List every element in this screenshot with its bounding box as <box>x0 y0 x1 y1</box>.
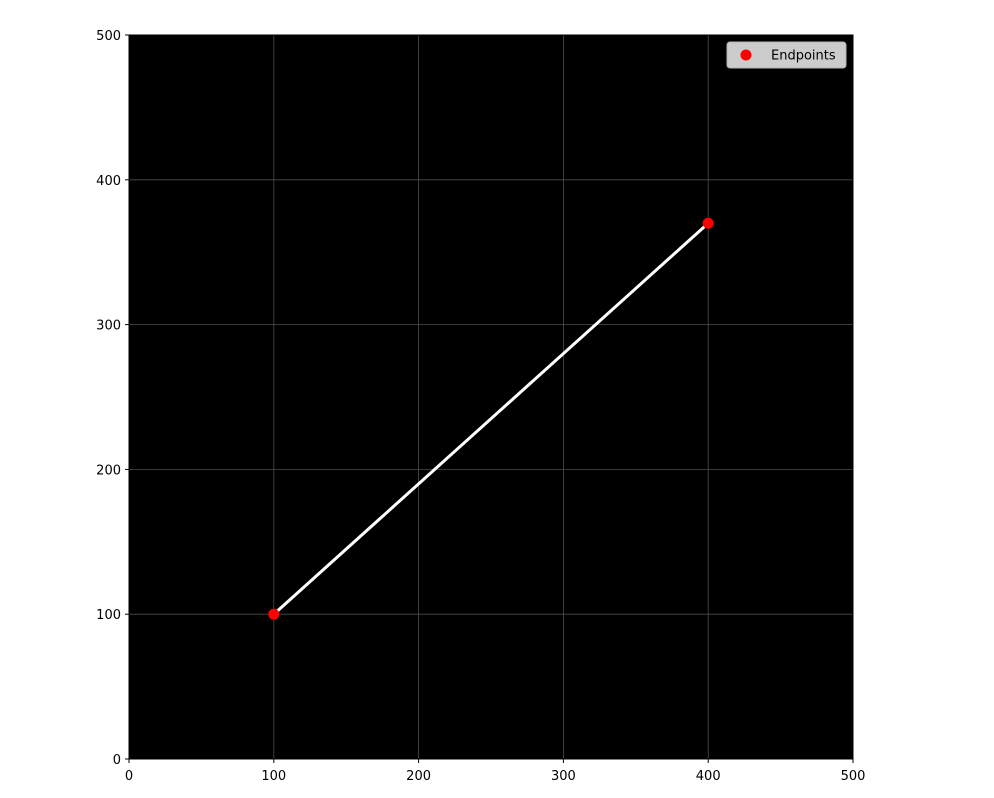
endpoint-marker-0 <box>268 608 280 620</box>
endpoint-marker-1 <box>702 217 714 229</box>
line-segment <box>272 221 710 616</box>
series-layer <box>268 217 714 620</box>
legend-marker <box>740 49 752 61</box>
x-tick-label-5: 500 <box>841 769 866 784</box>
y-tick-label-1: 100 <box>96 608 121 623</box>
axes: 0 100 200 300 400 500 0 100 200 300 400 500 <box>96 29 865 784</box>
y-tick-label-3: 300 <box>96 319 121 334</box>
x-tick-label-4: 400 <box>696 769 721 784</box>
x-tick-label-2: 200 <box>406 769 431 784</box>
x-tick-label-3: 300 <box>551 769 576 784</box>
plot-background <box>129 35 853 759</box>
plot-frame <box>128 34 854 760</box>
y-tick-label-5: 500 <box>96 29 121 44</box>
legend-label: Endpoints <box>771 49 836 64</box>
y-tick-label-0: 0 <box>113 753 121 768</box>
y-tick-label-4: 400 <box>96 174 121 189</box>
legend-box <box>726 41 847 69</box>
x-tick-label-0: 0 <box>125 769 133 784</box>
y-tick-label-2: 200 <box>96 463 121 478</box>
x-tick-label-1: 100 <box>261 769 286 784</box>
legend: Endpoints <box>726 41 847 69</box>
